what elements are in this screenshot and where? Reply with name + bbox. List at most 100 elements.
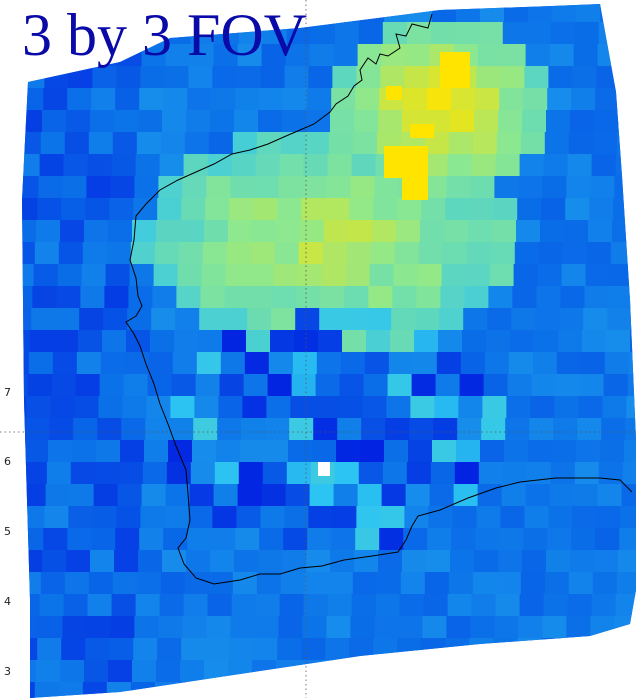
field-cell [453,484,479,507]
field-cell [594,110,619,133]
field-cell [397,638,422,661]
field-cell [0,308,8,331]
field-cell [330,550,355,573]
field-cell [487,308,512,331]
field-cell [522,550,547,573]
field-cell [158,616,183,639]
high-value-patch [402,178,428,200]
field-cell [164,506,189,529]
field-cell [303,594,329,617]
field-cell [22,594,41,617]
field-cell [285,484,311,507]
field-cell [69,484,95,507]
field-cell [228,220,253,243]
field-cell [145,418,170,441]
field-cell [258,550,283,573]
field-cell [86,616,111,639]
field-cell [63,154,89,177]
field-cell [171,374,197,397]
field-cell [574,22,600,45]
high-value-patch [386,86,402,100]
field-cell [459,374,485,397]
field-cell [127,308,152,331]
field-cell [591,154,617,177]
field-cell [484,352,510,375]
field-cell [507,374,533,397]
field-cell [444,220,469,243]
field-cell [67,88,92,111]
field-cell [370,242,396,265]
field-cell [66,110,91,133]
field-cell [626,396,636,419]
field-cell [236,66,261,89]
field-cell [501,484,527,507]
field-cell [22,22,24,45]
field-cell [163,528,188,551]
field-cell [610,682,636,698]
field-cell [216,440,241,463]
field-cell [522,110,547,133]
field-cell [624,440,636,463]
field-cell [481,418,506,441]
field-cell [285,44,311,67]
field-cell [417,264,443,287]
field-cell [595,528,620,551]
field-cell [609,264,635,287]
field-cell [450,550,475,573]
field-cell [250,682,276,698]
field-cell [606,330,631,353]
field-cell [164,66,189,89]
field-cell [139,528,164,551]
field-cell [451,88,476,111]
field-cell [548,506,573,529]
field-cell [246,330,271,353]
field-cell [619,528,636,551]
field-cell [308,66,333,89]
field-cell [474,110,499,133]
field-cell [274,242,300,265]
field-cell [110,176,135,199]
field-cell [549,44,575,67]
field-cell [196,352,222,375]
field-cell [495,594,521,617]
field-cell [22,4,25,23]
field-cell [412,352,438,375]
field-cell [327,594,353,617]
field-cell [301,198,326,221]
field-cell [406,462,432,485]
field-cell [433,418,458,441]
field-cell [54,330,79,353]
field-cell [619,88,636,111]
field-cell [501,44,527,67]
field-cell [390,330,415,353]
field-cell [222,330,247,353]
field-cell [420,220,445,243]
field-cell [0,440,1,463]
field-cell [528,440,553,463]
field-cell [22,286,33,309]
field-cell [134,176,159,199]
field-cell [154,242,180,265]
field-cell [271,308,296,331]
field-cell [631,308,636,331]
field-cell [259,528,284,551]
field-cell [286,462,312,485]
field-cell [572,66,597,89]
field-cell [309,44,335,67]
field-cell [456,440,481,463]
field-cell [109,638,134,661]
field-cell [523,528,548,551]
field-cell [283,528,308,551]
field-cell [514,682,540,698]
field-cell [218,396,243,419]
field-cell [458,396,483,419]
field-cell [0,132,17,155]
field-cell [30,330,55,353]
field-cell [37,638,62,661]
field-cell [355,88,380,111]
field-cell [518,616,543,639]
field-cell [62,176,87,199]
field-cell [502,462,528,485]
